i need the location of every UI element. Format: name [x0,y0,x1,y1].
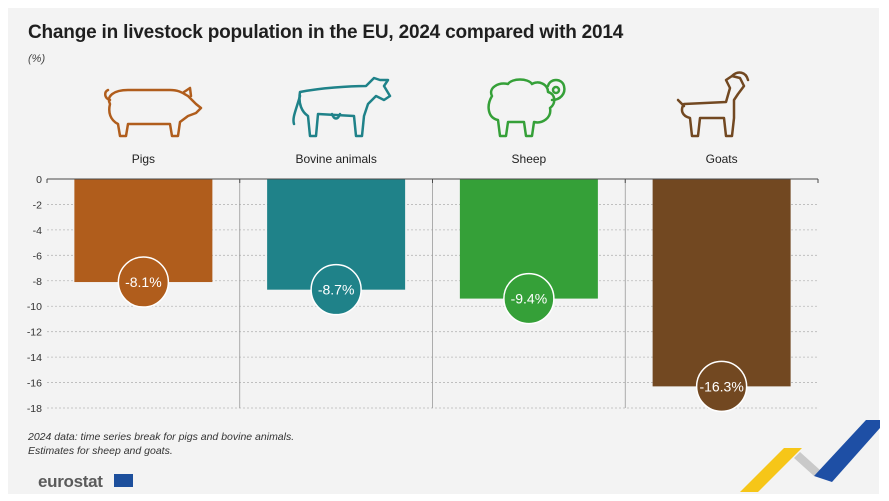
accent-yellow-stripe [740,448,802,492]
chart-title: Change in livestock population in the EU… [28,22,624,43]
data-label-badge [310,263,362,316]
category-label: Bovine animals [295,152,376,166]
y-tick-label: -2 [33,199,42,211]
pig-icon [104,86,203,138]
footnote-1: 2024 data: time series break for pigs an… [28,431,295,443]
data-label-badge [695,360,748,413]
data-label: -8.1% [125,274,162,290]
y-tick-label: -18 [27,403,42,415]
sheep-icon [487,78,566,138]
accent-blue-stripe [814,420,880,482]
y-tick-label: -6 [33,250,42,262]
y-tick-label: -10 [27,301,42,313]
data-label-badge [117,256,170,308]
data-label: -9.4% [511,291,548,307]
brand-accent-graphic [740,420,880,492]
y-tick-label: -16 [27,378,42,390]
eu-flag-icon [114,474,133,487]
accent-grey-stripe [794,452,820,476]
footnote-2: Estimates for sheep and goats. [28,445,173,457]
goat-icon [676,71,750,138]
data-label: -16.3% [699,378,743,394]
y-tick-label: -12 [27,327,42,339]
y-tick-label: -8 [33,276,42,288]
data-label: -8.7% [318,282,355,298]
y-tick-label: -14 [27,352,42,364]
eurostat-logo: eurostat [38,472,103,491]
unit-label: (%) [28,53,46,65]
category-label: Goats [706,152,738,166]
y-tick-label: 0 [36,174,42,186]
category-label: Pigs [132,152,155,166]
y-tick-label: -4 [33,225,42,237]
data-label-badge [503,272,555,325]
category-label: Sheep [512,152,547,166]
bar [652,179,791,387]
cow-icon [292,76,392,138]
